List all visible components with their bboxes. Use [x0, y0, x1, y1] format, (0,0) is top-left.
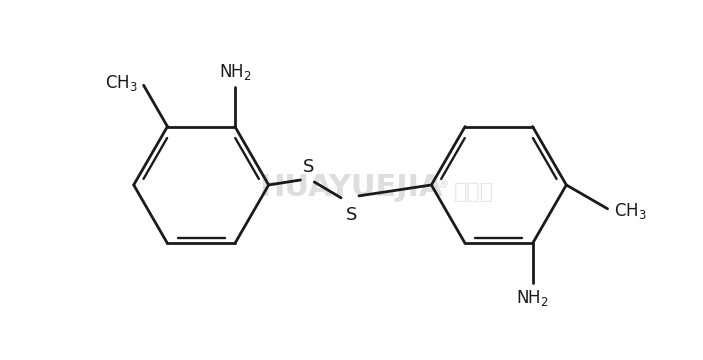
Text: HUAYUEJIA: HUAYUEJIA: [259, 174, 444, 202]
Text: S: S: [302, 158, 314, 176]
Text: ®: ®: [436, 179, 449, 192]
Text: NH$_2$: NH$_2$: [516, 288, 549, 308]
Text: CH$_3$: CH$_3$: [614, 201, 646, 221]
Text: CH$_3$: CH$_3$: [105, 73, 138, 93]
Text: NH$_2$: NH$_2$: [219, 62, 251, 82]
Text: 化学加: 化学加: [454, 182, 494, 202]
Text: S: S: [346, 206, 357, 224]
